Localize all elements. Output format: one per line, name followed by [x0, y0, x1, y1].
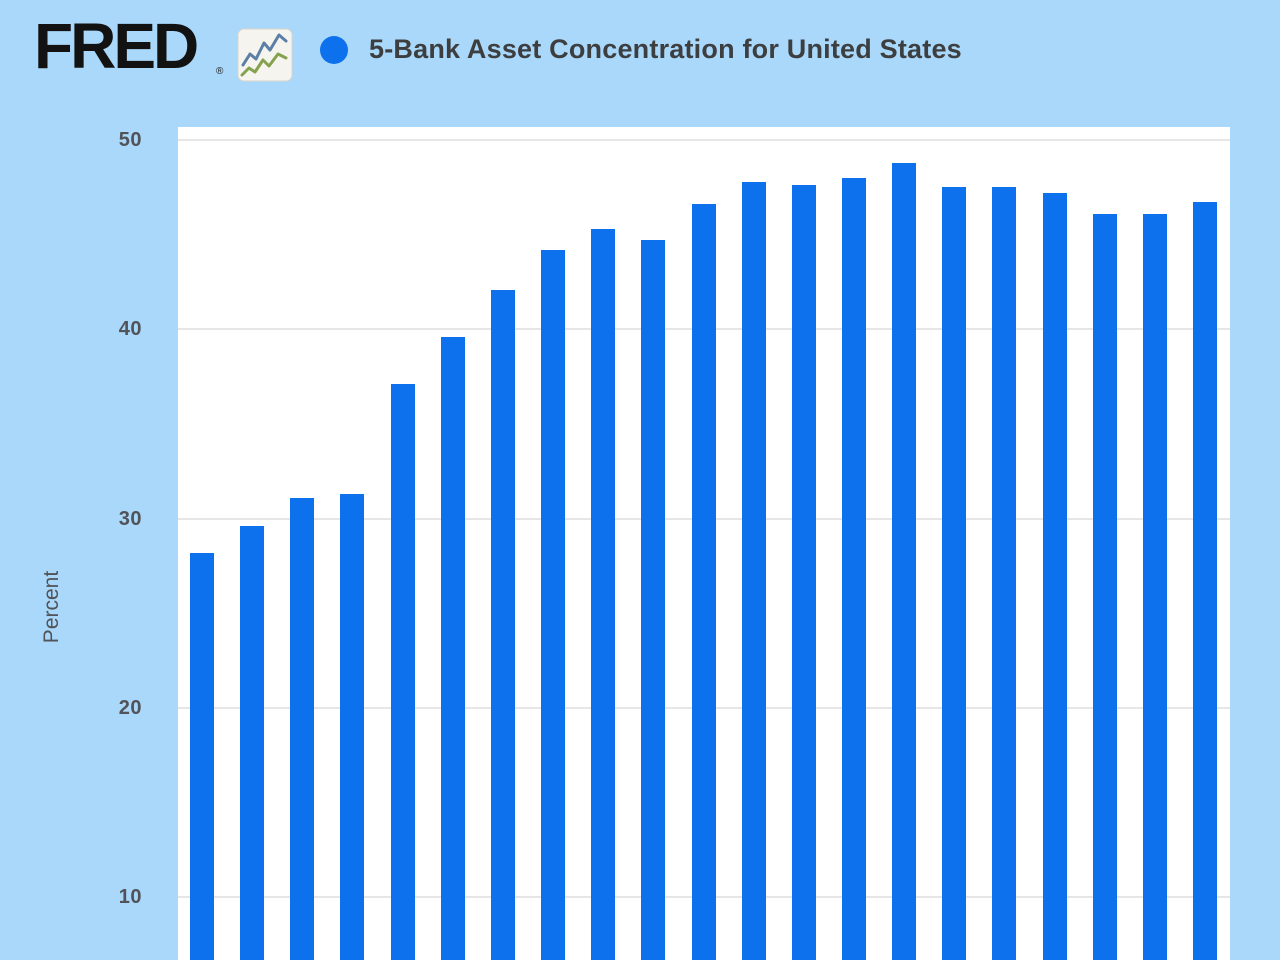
y-tick-label-10: 10: [118, 886, 142, 909]
bar-7[interactable]: [491, 289, 515, 960]
bar-17[interactable]: [992, 187, 1016, 960]
bar-2[interactable]: [240, 526, 264, 960]
bar-16[interactable]: [942, 187, 966, 960]
y-tick-label-30: 30: [118, 507, 142, 530]
fred-logo: FRED: [34, 10, 199, 82]
y-tick-label-40: 40: [118, 318, 142, 341]
fred-sparkline-icon: [237, 28, 293, 82]
bar-18[interactable]: [1043, 193, 1067, 960]
bar-19[interactable]: [1093, 213, 1117, 960]
bar-10[interactable]: [641, 240, 665, 960]
bar-4[interactable]: [340, 493, 364, 960]
bar-8[interactable]: [541, 249, 565, 960]
bar-5[interactable]: [391, 384, 415, 960]
plot-area[interactable]: [178, 127, 1230, 960]
bar-20[interactable]: [1143, 213, 1167, 960]
gridline-50: [178, 139, 1230, 141]
registered-trademark-mark: ®: [216, 66, 224, 77]
bar-15[interactable]: [892, 162, 916, 960]
bar-11[interactable]: [692, 204, 716, 960]
bar-21[interactable]: [1193, 202, 1217, 960]
y-axis-label: Percent: [40, 570, 63, 644]
bar-13[interactable]: [792, 185, 816, 960]
bar-9[interactable]: [591, 228, 615, 960]
bar-3[interactable]: [290, 497, 314, 960]
bar-14[interactable]: [842, 177, 866, 960]
legend-series-dot: [320, 36, 348, 64]
bar-12[interactable]: [742, 181, 766, 960]
y-tick-label-50: 50: [118, 129, 142, 151]
bar-6[interactable]: [441, 336, 465, 960]
chart-title: 5-Bank Asset Concentration for United St…: [369, 34, 962, 64]
y-tick-label-20: 20: [118, 696, 142, 719]
bar-1[interactable]: [190, 552, 214, 960]
